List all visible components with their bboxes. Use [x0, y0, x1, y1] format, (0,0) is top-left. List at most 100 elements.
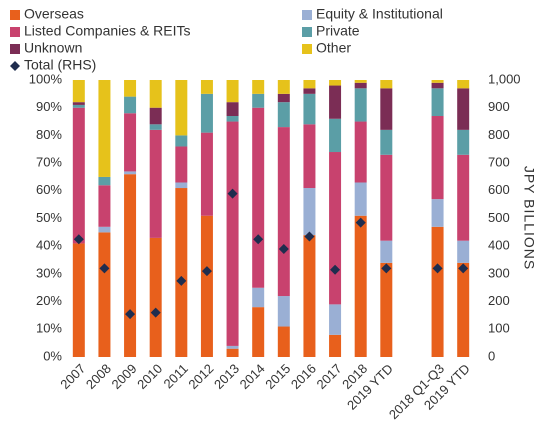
bar-segment [149, 80, 162, 108]
bar-segment [431, 80, 444, 83]
y-tick-label: 40% [36, 238, 62, 253]
bar-segment [354, 80, 367, 83]
total-marker [432, 263, 443, 274]
bar-segment [98, 226, 111, 233]
y2-axis-title: JPY BILLIONS [521, 166, 537, 270]
total-marker [99, 263, 110, 274]
bar-segment [175, 80, 188, 136]
bar-segment [72, 107, 85, 244]
bar-segment [303, 124, 316, 189]
bar-segment [354, 182, 367, 216]
x-tick-label: 2015 [262, 361, 293, 392]
bar-segment [200, 80, 213, 94]
bar-segment [329, 85, 342, 119]
x-tick-label: 2009 [109, 361, 140, 392]
x-tick-label: 2017 [314, 361, 345, 392]
bar-segment [457, 262, 470, 357]
total-marker [227, 188, 238, 199]
bar-segment [226, 116, 239, 122]
total-marker [330, 264, 341, 275]
total-marker [253, 234, 264, 245]
legend-label: Unknown [24, 40, 82, 56]
bar-segment [72, 80, 85, 103]
bar-segment [124, 113, 137, 172]
y2-tick-label: 600 [488, 182, 510, 197]
bar-segment [329, 334, 342, 357]
x-tick-label: 2014 [237, 361, 268, 392]
bar-segment [329, 304, 342, 335]
y2-tick-label: 700 [488, 155, 510, 170]
x-tick-label: 2008 [83, 361, 114, 392]
bar-segment [252, 287, 265, 308]
legend-swatch [10, 27, 20, 37]
bar-segment [200, 215, 213, 357]
bar-segment [354, 88, 367, 122]
bar-segment [380, 88, 393, 130]
bar-segment [329, 80, 342, 86]
bar-segment [226, 348, 239, 357]
bar-segment [226, 345, 239, 349]
y-tick-label: 90% [36, 99, 62, 114]
bar-segment [431, 82, 444, 89]
bar-segment [149, 124, 162, 130]
bar-segment [200, 93, 213, 133]
y-tick-label: 80% [36, 127, 62, 142]
y2-tick-label: 800 [488, 127, 510, 142]
total-marker [458, 263, 469, 274]
legend-label: Private [316, 23, 360, 39]
bar-segment [98, 80, 111, 177]
bar-segment [354, 82, 367, 89]
bar-segment [303, 93, 316, 125]
bar-segment [149, 237, 162, 357]
bar-segment [329, 152, 342, 305]
bar-segment [175, 135, 188, 147]
bar-segment [124, 80, 137, 97]
bar-segment [252, 93, 265, 108]
bar-segment [380, 154, 393, 241]
bar-segment [277, 80, 290, 94]
bar-segment [252, 80, 265, 94]
bar-segment [431, 116, 444, 200]
legend-swatch [302, 44, 312, 54]
bar-segment [431, 199, 444, 227]
y2-tick-label: 400 [488, 238, 510, 253]
total-marker [125, 309, 136, 320]
legend-label: Equity & Institutional [316, 6, 443, 22]
bar-segment [72, 243, 85, 357]
bar-segment [175, 146, 188, 183]
y2-tick-label: 300 [488, 265, 510, 280]
bar-segment [72, 104, 85, 108]
legend-label: Other [316, 40, 351, 56]
bar-segment [226, 102, 239, 117]
bar-segment [380, 262, 393, 357]
total-marker [201, 266, 212, 277]
y-tick-label: 10% [36, 321, 62, 336]
bar-segment [252, 307, 265, 357]
bar-segment [277, 93, 290, 103]
x-tick-label: 2011 [160, 361, 190, 391]
y2-tick-label: 200 [488, 293, 510, 308]
x-tick-label: 2007 [57, 361, 88, 392]
y2-tick-label: 500 [488, 210, 510, 225]
y2-tick-label: 1,000 [488, 71, 521, 86]
y-tick-label: 50% [36, 210, 62, 225]
y-tick-label: 70% [36, 155, 62, 170]
bar-segment [277, 102, 290, 128]
bar-segment [457, 240, 470, 263]
bar-segment [175, 188, 188, 357]
bar-segment [175, 182, 188, 189]
bar-segment [98, 185, 111, 227]
bar-segment [98, 232, 111, 357]
bar-segment [72, 102, 85, 105]
bar-segment [303, 235, 316, 357]
bar-segment [149, 107, 162, 125]
bar-segment [354, 215, 367, 357]
legend-swatch [302, 27, 312, 37]
bar-segment [431, 226, 444, 357]
legend-swatch [10, 10, 20, 20]
bar-segment [380, 80, 393, 89]
bar-segment [380, 129, 393, 155]
x-tick-label: 2012 [185, 361, 216, 392]
bar-segment [457, 80, 470, 89]
